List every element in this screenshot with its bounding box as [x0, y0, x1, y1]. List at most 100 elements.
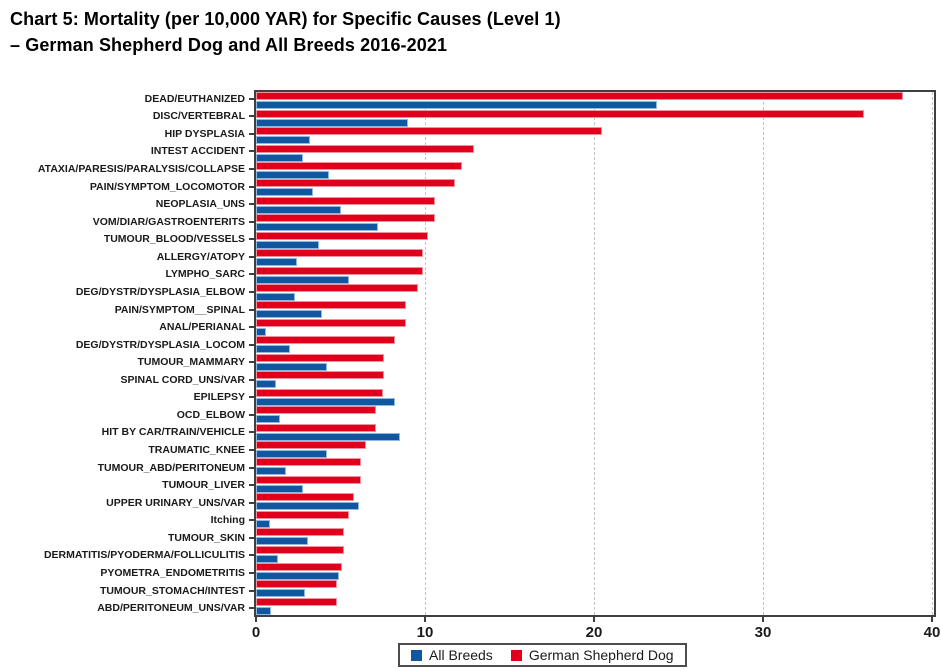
category-row-anal-perianal: [256, 318, 934, 336]
category-label-text: DISC/VERTEBRAL: [152, 110, 245, 123]
bar-all-breeds: [256, 153, 304, 162]
bar-german-shepherd-dog: [256, 284, 419, 293]
category-label-text: INTEST ACCIDENT: [150, 145, 245, 158]
bar-german-shepherd-dog: [256, 161, 463, 170]
bar-all-breeds: [256, 380, 277, 389]
category-row-hip-dysplasia: [256, 127, 934, 145]
bar-german-shepherd-dog: [256, 458, 361, 467]
bar-german-shepherd-dog: [256, 336, 395, 345]
bar-all-breeds: [256, 519, 270, 528]
category-row-tumour-blood-vessels: [256, 231, 934, 249]
category-label-intest-accident: INTEST ACCIDENT: [0, 143, 254, 161]
category-row-dead-euthanized: [256, 92, 934, 110]
category-row-intest-accident: [256, 144, 934, 162]
y-tick: [249, 220, 254, 223]
y-tick: [249, 413, 254, 416]
category-label-itching: Itching: [0, 512, 254, 530]
x-tick-30: [762, 617, 764, 622]
gridline-20: [594, 92, 595, 615]
category-label-text: PAIN/SYMPTOM_LOCOMOTOR: [89, 180, 245, 193]
category-label-text: TUMOUR_STOMACH/INTEST: [99, 584, 245, 597]
category-label-text: TUMOUR_BLOOD/VESSELS: [103, 233, 245, 246]
category-label-text: ANAL/PERIANAL: [159, 321, 245, 334]
bars-layer: [256, 92, 934, 615]
bar-german-shepherd-dog: [256, 580, 338, 589]
chart-title-line1: Chart 5: Mortality (per 10,000 YAR) for …: [10, 9, 561, 29]
bar-german-shepherd-dog: [256, 196, 436, 205]
category-label-disc-vertebral: DISC/VERTEBRAL: [0, 108, 254, 126]
category-label-text: TRAUMATIC_KNEE: [148, 444, 245, 457]
y-tick: [249, 396, 254, 399]
category-label-pyometra-endometritis: PYOMETRA_ENDOMETRITIS: [0, 564, 254, 582]
bar-all-breeds: [256, 415, 280, 424]
bar-all-breeds: [256, 345, 290, 354]
category-label-text: ALLERGY/ATOPY: [156, 250, 245, 263]
x-tick-label-10: 10: [416, 624, 434, 641]
bar-all-breeds: [256, 432, 400, 441]
category-label-abd-peritoneum-uns-var: ABD/PERITONEUM_UNS/VAR: [0, 599, 254, 617]
category-row-spinal-cord-uns-var: [256, 371, 934, 389]
bar-all-breeds: [256, 223, 378, 232]
category-label-tumour-blood-vessels: TUMOUR_BLOOD/VESSELS: [0, 231, 254, 249]
category-label-hit-by-car-train-vehicle: HIT BY CAR/TRAIN/VEHICLE: [0, 424, 254, 442]
bar-german-shepherd-dog: [256, 214, 436, 223]
bar-all-breeds: [256, 240, 319, 249]
y-tick: [249, 185, 254, 188]
y-tick: [249, 343, 254, 346]
category-row-allergy-atopy: [256, 249, 934, 267]
category-label-text: OCD_ELBOW: [176, 408, 245, 421]
category-row-tumour-liver: [256, 475, 934, 493]
legend-swatch-german-shepherd-dog: [510, 649, 522, 661]
category-label-traumatic-knee: TRAUMATIC_KNEE: [0, 441, 254, 459]
bar-german-shepherd-dog: [256, 406, 376, 415]
bar-all-breeds: [256, 188, 314, 197]
y-tick: [249, 97, 254, 100]
x-tick-label-20: 20: [585, 624, 603, 641]
category-label-tumour-liver: TUMOUR_LIVER: [0, 476, 254, 494]
category-label-text: ATAXIA/PARESIS/PARALYSIS/COLLAPSE: [37, 163, 245, 176]
bar-german-shepherd-dog: [256, 231, 429, 240]
y-tick: [249, 519, 254, 522]
y-tick: [249, 168, 254, 171]
y-tick: [249, 431, 254, 434]
bar-all-breeds: [256, 502, 360, 511]
category-label-text: TUMOUR_SKIN: [167, 531, 245, 544]
category-row-lympho-sarc: [256, 266, 934, 284]
category-label-text: TUMOUR_ABD/PERITONEUM: [97, 461, 245, 474]
bar-german-shepherd-dog: [256, 493, 355, 502]
bar-all-breeds: [256, 537, 309, 546]
bar-all-breeds: [256, 275, 349, 284]
y-tick: [249, 589, 254, 592]
category-label-text: UPPER URINARY_UNS/VAR: [106, 496, 245, 509]
bar-german-shepherd-dog: [256, 127, 603, 136]
y-tick: [249, 607, 254, 610]
category-row-upper-urinary-uns-var: [256, 493, 934, 511]
bar-all-breeds: [256, 554, 278, 563]
category-label-tumour-abd-peritoneum: TUMOUR_ABD/PERITONEUM: [0, 459, 254, 477]
x-tick-0: [255, 617, 257, 622]
x-tick-label-0: 0: [251, 624, 261, 641]
category-row-deg-dystr-dysplasia-locom: [256, 336, 934, 354]
category-label-text: DERMATITIS/PYODERMA/FOLLICULITIS: [43, 549, 245, 562]
category-label-text: ABD/PERITONEUM_UNS/VAR: [97, 602, 245, 615]
bar-german-shepherd-dog: [256, 440, 366, 449]
category-label-tumour-skin: TUMOUR_SKIN: [0, 529, 254, 547]
category-row-ataxia-paresis-paralysis-collapse: [256, 161, 934, 179]
legend-label: German Shepherd Dog: [528, 647, 674, 663]
legend-label: All Breeds: [429, 647, 493, 663]
bar-all-breeds: [256, 449, 327, 458]
y-tick: [249, 554, 254, 557]
bar-german-shepherd-dog: [256, 388, 383, 397]
category-row-neoplasia-uns: [256, 196, 934, 214]
category-label-upper-urinary-uns-var: UPPER URINARY_UNS/VAR: [0, 494, 254, 512]
category-label-text: NEOPLASIA_UNS: [155, 198, 245, 211]
category-row-tumour-mammary: [256, 353, 934, 371]
bar-german-shepherd-dog: [256, 92, 904, 101]
category-row-tumour-skin: [256, 528, 934, 546]
legend-item-all-breeds: All Breeds: [411, 647, 493, 663]
category-label-text: TUMOUR_LIVER: [162, 479, 245, 492]
x-tick-40: [931, 617, 933, 622]
category-row-epilepsy: [256, 388, 934, 406]
bar-all-breeds: [256, 101, 657, 110]
y-tick: [249, 238, 254, 241]
